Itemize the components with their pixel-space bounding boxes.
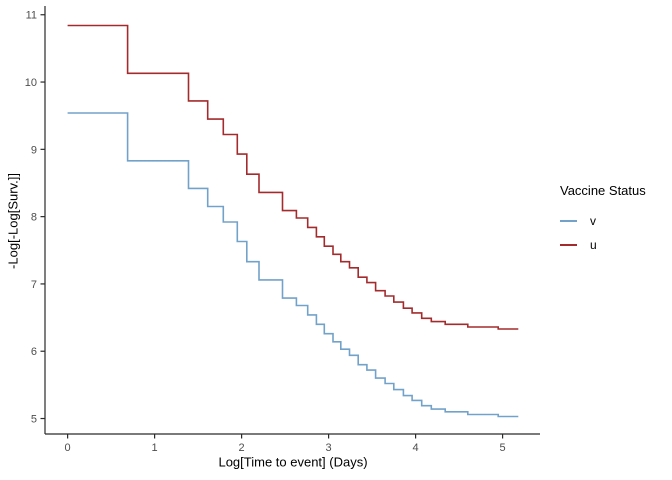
- x-tick-label: 0: [65, 442, 71, 454]
- y-tick-label: 10: [25, 77, 37, 89]
- x-axis-title: Log[Time to event] (Days): [218, 454, 368, 470]
- y-tick-label: 5: [31, 414, 37, 426]
- series-line-u: [67, 24, 519, 330]
- legend-key-line-v: [560, 220, 577, 222]
- y-tick-label: 6: [31, 346, 37, 358]
- y-tick-label: 8: [31, 212, 37, 224]
- legend-item-v: v: [560, 209, 646, 233]
- y-tick-label: 7: [31, 279, 37, 291]
- y-tick-label: 9: [31, 144, 37, 156]
- legend-key-line-u: [560, 244, 577, 246]
- legend-item-label: v: [590, 214, 596, 228]
- y-axis-title: -Log[-Log[Surv.]]: [5, 173, 21, 269]
- y-tick-label: 11: [26, 10, 37, 22]
- legend-title: Vaccine Status: [560, 183, 646, 198]
- legend-item-label: u: [590, 238, 597, 252]
- x-tick-label: 5: [500, 442, 506, 454]
- x-tick-label: 2: [239, 442, 245, 454]
- x-tick-label: 1: [152, 442, 158, 454]
- x-tick-label: 4: [413, 442, 419, 454]
- series-line-v: [67, 112, 519, 418]
- x-tick-label: 3: [326, 442, 332, 454]
- legend-item-u: u: [560, 233, 646, 257]
